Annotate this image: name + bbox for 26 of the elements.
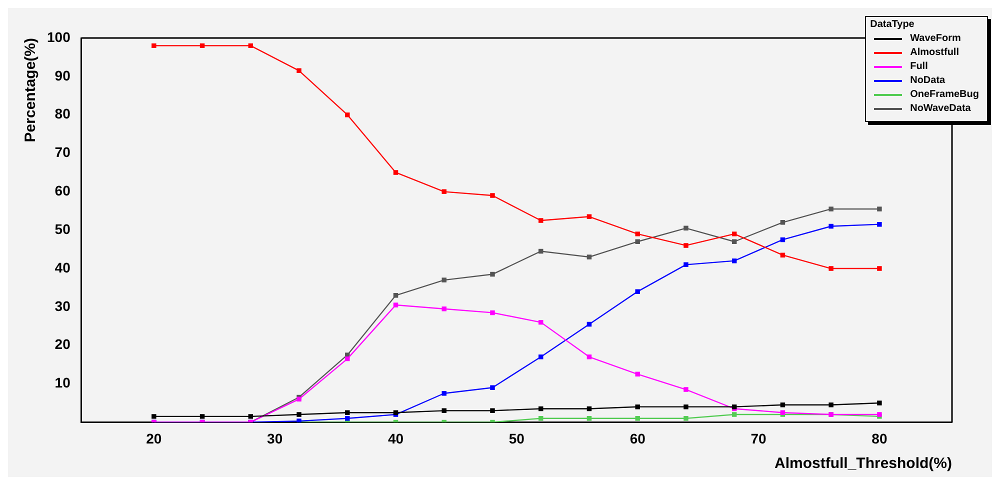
x-tick-label: 60	[630, 430, 646, 446]
y-tick-label: 10	[54, 374, 71, 391]
legend-label: Almostfull	[910, 47, 959, 58]
x-tick-label: 30	[267, 430, 283, 446]
x-tick-label: 80	[872, 430, 888, 446]
y-tick-label: 40	[54, 259, 71, 276]
y-tick-label: 100	[47, 28, 71, 45]
legend-label: Full	[910, 61, 928, 72]
x-tick-label: 20	[146, 430, 162, 446]
y-tick-label: 50	[54, 220, 71, 237]
legend-label: NoData	[910, 75, 946, 86]
x-axis-title: Almostfull_Threshold(%)	[774, 455, 952, 472]
legend-label: WaveForm	[910, 33, 961, 44]
x-tick-label: 50	[508, 430, 525, 446]
x-tick-label: 70	[750, 430, 767, 446]
y-tick-label: 90	[54, 67, 71, 84]
y-axis-title: Percentage(%)	[22, 38, 40, 142]
legend-label: NoWaveData	[910, 103, 971, 114]
y-tick-label: 60	[54, 182, 71, 199]
legend-label: OneFrameBug	[910, 89, 979, 100]
y-tick-label: 80	[54, 106, 71, 122]
legend-title: DataType	[870, 19, 916, 30]
y-tick-label: 70	[54, 144, 71, 160]
x-tick-label: 40	[388, 430, 404, 446]
y-tick-label: 30	[54, 298, 71, 314]
y-tick-label: 20	[54, 336, 71, 352]
